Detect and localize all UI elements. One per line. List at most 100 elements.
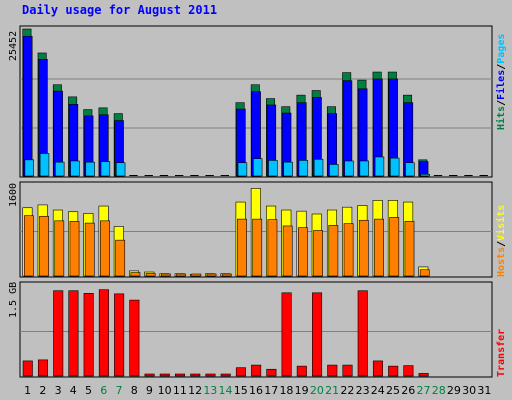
bar-transfer-day-16 [251, 364, 262, 377]
chart-title: Daily usage for August 2011 [22, 3, 218, 17]
bar-hosts-day-25 [389, 217, 400, 277]
bar-hosts-day-3 [54, 220, 65, 277]
bar-hosts-day-1 [23, 215, 34, 277]
bar-transfer-day-24 [372, 360, 383, 377]
x-tick-label-day-23: 23 [356, 384, 370, 397]
bar-transfer-day-21 [327, 364, 338, 377]
legend-part: / [496, 240, 507, 247]
bar-hosts-day-4 [69, 221, 80, 277]
bar-pages-day-22 [344, 160, 354, 177]
bar-pages-day-5 [85, 161, 95, 177]
bar-hosts-day-11 [176, 273, 186, 277]
bar-transfer-day-27 [418, 373, 429, 377]
bar-hits-day-9 [144, 175, 153, 176]
bar-pages-day-20 [313, 158, 324, 177]
x-tick-label-day-2: 2 [39, 384, 46, 397]
bar-pages-day-27 [420, 173, 430, 177]
bar-hits-day-29 [449, 175, 458, 176]
bar-transfer-day-19 [296, 365, 307, 377]
bar-transfer-day-17 [266, 368, 277, 377]
x-tick-label-day-19: 19 [295, 384, 309, 397]
x-tick-label-day-9: 9 [146, 384, 153, 397]
bar-hosts-day-26 [404, 221, 415, 277]
x-tick-label-day-17: 17 [264, 384, 278, 397]
bar-hits-day-14 [220, 175, 230, 176]
x-tick-label-day-26: 26 [401, 384, 415, 397]
bar-transfer-day-5 [83, 293, 94, 377]
bar-transfer-day-3 [53, 290, 64, 377]
bar-transfer-day-23 [357, 290, 368, 377]
bar-hosts-day-8 [130, 272, 141, 277]
bar-pages-day-24 [374, 156, 385, 177]
bar-pages-day-3 [55, 161, 65, 177]
bar-pages-day-18 [283, 161, 293, 177]
bar-hosts-day-16 [252, 218, 263, 277]
bar-hosts-day-6 [100, 220, 110, 277]
bar-transfer-day-12 [190, 373, 201, 377]
bar-transfer-day-8 [129, 299, 140, 377]
x-tick-label-day-20: 20 [310, 384, 324, 397]
bar-transfer-day-2 [37, 359, 49, 377]
bar-hosts-day-13 [206, 273, 217, 277]
bar-hosts-day-19 [298, 227, 308, 277]
bar-transfer-day-4 [68, 290, 79, 377]
bar-hosts-day-22 [343, 223, 354, 277]
x-tick-label-day-4: 4 [70, 384, 77, 397]
bar-pages-day-19 [298, 160, 309, 177]
bar-hosts-day-12 [191, 273, 202, 277]
legend-part: Hosts [496, 246, 507, 277]
bar-transfer-day-6 [98, 289, 109, 377]
bar-pages-day-25 [389, 157, 400, 177]
bar-hosts-day-20 [313, 230, 323, 277]
bar-hits-day-13 [205, 175, 214, 176]
bar-hosts-day-23 [358, 219, 369, 277]
x-tick-label-day-7: 7 [115, 384, 122, 397]
x-tick-label-day-3: 3 [55, 384, 62, 397]
panel-transfer-legend: Transfer [496, 329, 507, 377]
x-tick-label-day-13: 13 [203, 384, 217, 397]
bar-hosts-day-10 [160, 273, 171, 277]
legend-part: Transfer [496, 328, 507, 377]
bar-pages-day-7 [115, 162, 126, 177]
x-tick-label-day-21: 21 [325, 384, 339, 397]
bar-hosts-day-2 [39, 215, 49, 277]
bar-pages-day-21 [329, 164, 339, 177]
bar-hits-day-12 [190, 175, 199, 176]
bar-hosts-day-18 [282, 225, 293, 277]
bar-files-day-1 [23, 35, 33, 177]
bar-hits-day-30 [464, 175, 473, 176]
bar-pages-day-2 [39, 153, 50, 177]
bar-hosts-day-5 [84, 222, 95, 277]
legend-part: Pages [496, 33, 507, 64]
x-tick-label-day-11: 11 [173, 384, 187, 397]
x-tick-label-day-27: 27 [416, 384, 430, 397]
x-tick-label-day-16: 16 [249, 384, 263, 397]
legend-part: Visits [496, 204, 507, 241]
bar-pages-day-1 [24, 159, 35, 177]
bar-pages-day-26 [405, 162, 415, 177]
bar-transfer-day-14 [220, 373, 231, 377]
bar-transfer-day-11 [175, 373, 186, 377]
legend-part: / [496, 63, 507, 70]
bar-transfer-day-7 [114, 293, 125, 377]
bar-transfer-day-18 [281, 292, 292, 377]
x-tick-label-day-31: 31 [477, 384, 491, 397]
bar-files-day-27 [418, 161, 429, 177]
x-tick-label-day-30: 30 [462, 384, 476, 397]
x-tick-label-day-18: 18 [279, 384, 293, 397]
panel-visits-ymax-label: 1600 [8, 182, 19, 207]
x-tick-label-day-29: 29 [447, 384, 461, 397]
bar-pages-day-17 [268, 160, 278, 177]
bar-pages-day-6 [100, 161, 111, 177]
bar-hosts-day-14 [221, 273, 232, 277]
legend-part: Files [496, 69, 507, 100]
bar-transfer-day-9 [144, 373, 155, 377]
legend-part: Hits [496, 105, 507, 130]
bar-transfer-day-26 [403, 365, 414, 377]
bar-hits-day-11 [174, 175, 184, 176]
x-tick-label-day-14: 14 [219, 384, 233, 397]
x-tick-label-day-15: 15 [234, 384, 248, 397]
bar-hosts-day-17 [267, 219, 278, 277]
bar-hosts-day-24 [374, 218, 384, 277]
